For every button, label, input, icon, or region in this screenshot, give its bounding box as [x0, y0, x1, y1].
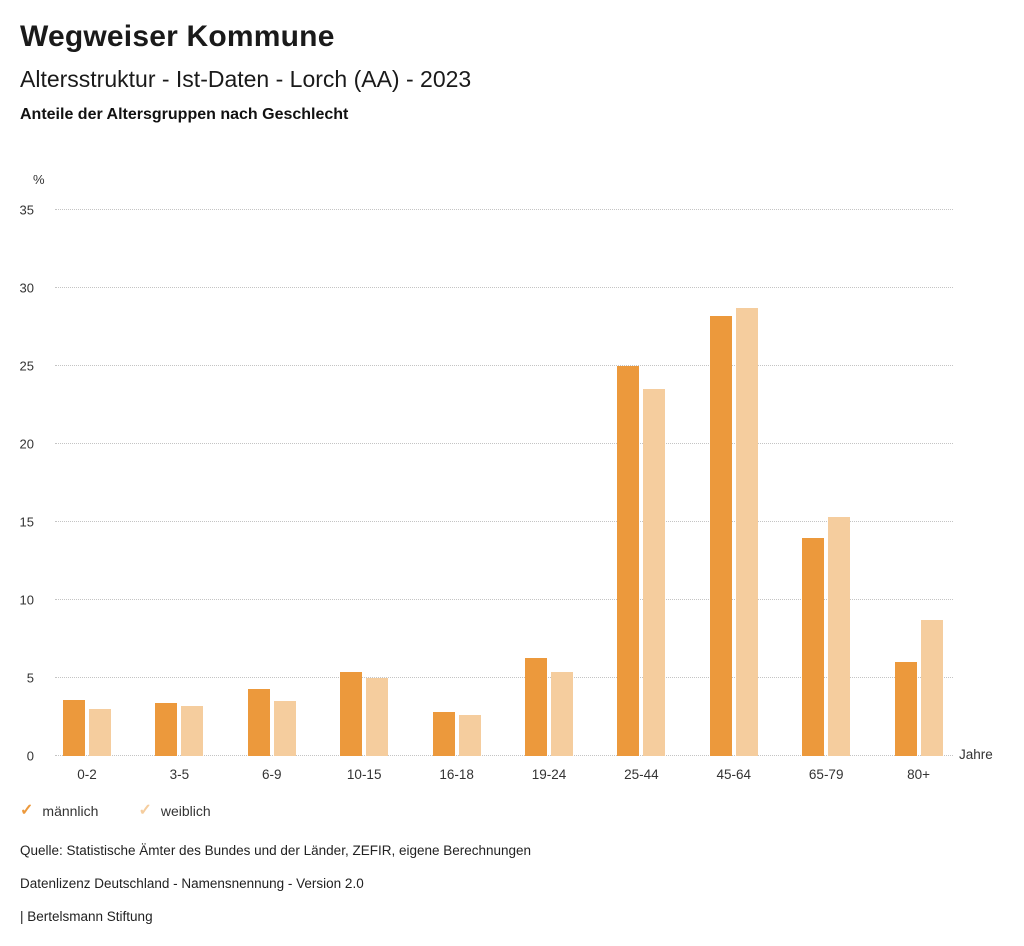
- plot-area: % Jahre 0 5 10 15 20 25 30 35 0-2 3-5 6-9 10-15 16-1…: [20, 172, 993, 782]
- y-tick-label: 10: [19, 592, 34, 608]
- x-tick-label-45-64: 45-64: [716, 767, 752, 782]
- bar-männlich-45-64[interactable]: [709, 316, 732, 756]
- bar-weiblich-65-79[interactable]: [828, 517, 851, 756]
- bar-männlich-0-2[interactable]: [63, 699, 85, 756]
- age-structure-bar-chart: % Jahre 0 5 10 15 20 25 30 35 0-2 3-5 6-9 10-15 16-1…: [20, 172, 993, 782]
- license-note: Datenlizenz Deutschland - Namensnennung …: [20, 876, 364, 891]
- x-tick-label-6-9: 6-9: [262, 767, 282, 782]
- bar-weiblich-6-9[interactable]: [273, 701, 296, 756]
- bar-group-6-9: [247, 210, 297, 756]
- x-tick-label-3-5: 3-5: [169, 767, 190, 782]
- bar-männlich-16-18[interactable]: [432, 712, 455, 756]
- gridline-10: [55, 599, 953, 600]
- chart-legend: ✓ männlich ✓ weiblich: [20, 802, 211, 820]
- check-icon: ✓: [20, 802, 34, 819]
- bar-weiblich-3-5[interactable]: [181, 706, 204, 756]
- bar-weiblich-45-64[interactable]: [735, 308, 758, 756]
- x-axis-unit-label: Jahre: [959, 747, 993, 762]
- bar-weiblich-16-18[interactable]: [458, 715, 481, 756]
- bar-group-0-2: [62, 210, 112, 756]
- bar-männlich-3-5[interactable]: [155, 702, 178, 756]
- bar-männlich-80+[interactable]: [894, 662, 917, 756]
- check-icon: ✓: [138, 802, 152, 819]
- bar-weiblich-10-15[interactable]: [366, 678, 389, 756]
- gridline-35: [55, 209, 953, 210]
- legend-item-maennlich[interactable]: ✓ männlich: [20, 802, 99, 820]
- bar-männlich-65-79[interactable]: [802, 537, 825, 756]
- bar-weiblich-25-44[interactable]: [643, 389, 666, 756]
- x-tick-label-0-2: 0-2: [77, 767, 97, 782]
- gridline-20: [55, 443, 953, 444]
- gridline-30: [55, 287, 953, 288]
- chart-subtitle: Altersstruktur - Ist-Daten - Lorch (AA) …: [20, 66, 472, 92]
- gridline-5: [55, 677, 953, 678]
- legend-label: weiblich: [160, 803, 211, 819]
- y-tick-label: 0: [26, 748, 34, 764]
- x-tick-label-65-79: 65-79: [808, 767, 844, 782]
- source-note: Quelle: Statistische Ämter des Bundes un…: [20, 843, 532, 858]
- legend-item-weiblich[interactable]: ✓ weiblich: [138, 802, 211, 820]
- y-tick-label: 20: [19, 436, 34, 452]
- bar-group-80+: [894, 210, 944, 756]
- bar-weiblich-19-24[interactable]: [551, 671, 573, 756]
- gridline-15: [55, 521, 953, 522]
- bar-männlich-6-9[interactable]: [247, 688, 270, 756]
- y-tick-label: 25: [19, 358, 34, 374]
- x-tick-label-80+: 80+: [907, 767, 931, 782]
- bar-group-25-44: [616, 210, 666, 756]
- gridline-0: [55, 755, 953, 756]
- y-tick-label: 30: [19, 280, 34, 296]
- x-tick-label-19-24: 19-24: [531, 767, 567, 782]
- y-tick-label: 35: [19, 202, 34, 218]
- attribution-note: | Bertelsmann Stiftung: [20, 909, 153, 924]
- bar-group-3-5: [154, 210, 204, 756]
- legend-label: männlich: [42, 803, 99, 819]
- bar-männlich-10-15[interactable]: [340, 671, 363, 756]
- x-tick-label-10-15: 10-15: [346, 767, 382, 782]
- x-tick-label-16-18: 16-18: [439, 767, 474, 782]
- bar-group-16-18: [432, 210, 482, 756]
- chart-caption: Anteile der Altersgruppen nach Geschlech…: [20, 106, 349, 123]
- gridline-25: [55, 365, 953, 366]
- bar-weiblich-0-2[interactable]: [89, 709, 111, 756]
- page-title: Wegweiser Kommune: [20, 20, 335, 53]
- bar-männlich-19-24[interactable]: [525, 657, 547, 756]
- bar-group-45-64: [709, 210, 759, 756]
- footer: Quelle: Statistische Ämter des Bundes un…: [20, 843, 531, 942]
- bar-group-65-79: [801, 210, 851, 756]
- bar-weiblich-80+[interactable]: [920, 620, 943, 756]
- bar-group-10-15: [339, 210, 389, 756]
- bar-männlich-25-44[interactable]: [617, 366, 640, 756]
- x-tick-label-25-44: 25-44: [624, 767, 659, 782]
- y-tick-label: 15: [19, 514, 34, 530]
- y-axis-unit-label: %: [33, 172, 45, 187]
- bar-group-19-24: [524, 210, 574, 756]
- y-tick-label: 5: [26, 670, 34, 686]
